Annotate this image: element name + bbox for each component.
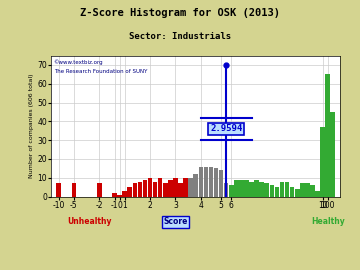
Bar <box>209 167 213 197</box>
Bar <box>295 189 300 197</box>
Bar <box>138 181 142 197</box>
Bar <box>153 181 157 197</box>
Bar <box>320 127 325 197</box>
Bar <box>122 191 127 197</box>
Text: The Research Foundation of SUNY: The Research Foundation of SUNY <box>54 69 147 74</box>
Bar <box>183 178 188 197</box>
Bar <box>285 181 289 197</box>
Text: 2.9594: 2.9594 <box>210 124 242 133</box>
Bar <box>188 178 193 197</box>
Text: ©www.textbiz.org: ©www.textbiz.org <box>54 59 103 65</box>
Bar <box>260 181 264 197</box>
Bar <box>117 195 122 197</box>
Bar <box>214 168 218 197</box>
Bar <box>57 183 61 197</box>
Bar <box>315 191 320 197</box>
Bar <box>72 183 76 197</box>
Bar <box>224 183 229 197</box>
Bar <box>229 185 234 197</box>
Bar <box>143 180 147 197</box>
Bar <box>219 170 224 197</box>
Y-axis label: Number of companies (606 total): Number of companies (606 total) <box>30 74 35 178</box>
Text: Healthy: Healthy <box>311 217 345 226</box>
Bar <box>158 178 162 197</box>
Bar <box>265 183 269 197</box>
Bar <box>244 180 249 197</box>
Bar <box>300 183 305 197</box>
Bar <box>178 183 183 197</box>
Bar <box>330 112 335 197</box>
Text: Unhealthy: Unhealthy <box>67 217 111 226</box>
Text: Score: Score <box>163 217 188 226</box>
Bar <box>204 167 208 197</box>
Bar <box>234 180 239 197</box>
Text: Z-Score Histogram for OSK (2013): Z-Score Histogram for OSK (2013) <box>80 8 280 18</box>
Text: Sector: Industrials: Sector: Industrials <box>129 32 231 41</box>
Bar <box>163 183 167 197</box>
Bar <box>275 187 279 197</box>
Bar <box>270 185 274 197</box>
Bar <box>198 167 203 197</box>
Bar <box>112 193 117 197</box>
Bar <box>132 183 137 197</box>
Bar <box>239 180 244 197</box>
Bar <box>325 74 330 197</box>
Bar <box>148 178 152 197</box>
Bar <box>305 183 310 197</box>
Bar <box>193 174 198 197</box>
Bar <box>280 181 284 197</box>
Bar <box>127 187 132 197</box>
Bar <box>168 180 173 197</box>
Bar <box>255 180 259 197</box>
Bar <box>310 185 315 197</box>
Bar <box>249 181 254 197</box>
Bar <box>173 178 178 197</box>
Bar <box>290 187 294 197</box>
Bar <box>97 183 102 197</box>
